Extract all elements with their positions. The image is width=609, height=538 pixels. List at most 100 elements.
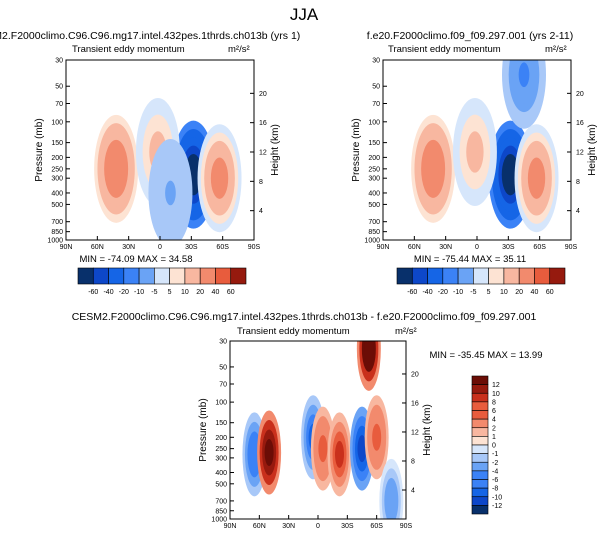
colorbar-swatch <box>471 461 489 472</box>
height-tick-label: 16 <box>411 400 419 407</box>
colorbar-label: 5 <box>168 289 172 296</box>
colorbar-swatch <box>169 267 186 285</box>
height-tick-label: 12 <box>411 429 419 436</box>
y-tick-label: 50 <box>372 84 380 91</box>
x-tick-label: 90N <box>60 244 73 251</box>
colorbar-test: -60 -40 -20 -10 -5 5 10 20 40 60 <box>77 267 247 296</box>
y-tick-label: 30 <box>55 58 63 65</box>
panel-difference: CESM2.F2000climo.C96.C96.mg17.intel.432p… <box>72 311 543 530</box>
contour-field <box>66 60 254 240</box>
y-tick-label: 250 <box>51 166 63 173</box>
y-tick-label: 30 <box>219 339 227 346</box>
y-tick-label: 400 <box>368 190 380 197</box>
colorbar-label: -1 <box>492 451 498 458</box>
colorbar-label: -6 <box>492 477 498 484</box>
colorbar-label: -4 <box>492 468 498 475</box>
colorbar-label: 1 <box>492 434 496 441</box>
colorbar-swatch <box>77 267 94 285</box>
contour-band <box>372 423 382 451</box>
colorbar-swatch <box>503 267 520 285</box>
y-tick-label: 700 <box>368 219 380 226</box>
colorbar-label: 40 <box>531 289 539 296</box>
x-tick-label: 30N <box>122 244 135 251</box>
y-axis-label: Pressure (mb) <box>351 118 362 181</box>
contour-field <box>230 341 406 519</box>
height-tick-label: 4 <box>576 208 580 215</box>
contour-band <box>531 165 542 191</box>
y-tick-label: 250 <box>215 446 227 453</box>
colorbar-swatch <box>457 267 474 285</box>
colorbar-swatch <box>534 267 551 285</box>
colorbar-label: 10 <box>500 289 508 296</box>
y-tick-label: 70 <box>55 101 63 108</box>
colorbar-label: 0 <box>492 443 496 450</box>
contour-band <box>364 341 374 363</box>
y-tick-label: 850 <box>368 229 380 236</box>
height-tick-label: 4 <box>259 208 263 215</box>
colorbar-label: -10 <box>453 289 463 296</box>
y-tick-label: 150 <box>215 420 227 427</box>
y-tick-label: 300 <box>51 176 63 183</box>
colorbar-label: 10 <box>492 391 500 398</box>
colorbar-swatch <box>396 267 413 285</box>
colorbar-swatch <box>442 267 459 285</box>
panel-subtitle: Transient eddy momentum <box>237 326 350 337</box>
y-tick-label: 150 <box>51 140 63 147</box>
colorbar-label: -20 <box>438 289 448 296</box>
colorbar-label: -5 <box>151 289 157 296</box>
x-tick-label: 60N <box>408 244 421 251</box>
y-tick-label: 70 <box>372 101 380 108</box>
colorbar-swatch <box>471 479 489 489</box>
x-tick-label: 90N <box>224 523 237 530</box>
colorbar-label: -10 <box>492 494 502 501</box>
colorbar-label: 60 <box>227 289 235 296</box>
contour-band <box>264 439 274 467</box>
colorbar-label: 20 <box>196 289 204 296</box>
colorbar-swatch <box>471 470 489 480</box>
contour-plot: 90N 60N 30N 0 30S 60S 90S 30 50 70 100 150 200 250 300… <box>34 58 281 252</box>
panel-subtitle: Transient eddy momentum <box>388 44 501 55</box>
panel-title: f.e20.F2000climo.f09_f09.297.001 (yrs 2-… <box>367 30 573 42</box>
x-tick-label: 60S <box>216 244 229 251</box>
height-tick-label: 20 <box>259 91 267 98</box>
colorbar-label: 40 <box>212 289 220 296</box>
y-tick-label: 850 <box>215 508 227 515</box>
contour-band <box>469 139 481 165</box>
min-max-label: MIN = -35.45 MAX = 13.99 <box>429 350 542 361</box>
x-tick-label: 30N <box>439 244 452 251</box>
y-tick-label: 850 <box>51 229 63 236</box>
colorbar-control: -60 -40 -20 -10 -5 5 10 20 40 60 <box>396 267 566 296</box>
colorbar-swatch <box>473 267 489 285</box>
x-tick-label: 60S <box>533 244 546 251</box>
contour-band <box>318 435 328 463</box>
panel-units: m²/s² <box>545 44 567 55</box>
colorbar-label: -10 <box>134 289 144 296</box>
colorbar-label: -2 <box>492 460 498 467</box>
x-tick-label: 90S <box>400 523 413 530</box>
y-tick-label: 500 <box>215 481 227 488</box>
contour-band <box>505 162 516 187</box>
colorbar-label: -12 <box>492 503 502 510</box>
y-tick-label: 150 <box>368 140 380 147</box>
colorbar-swatch <box>471 496 489 506</box>
y-tick-label: 70 <box>219 382 227 389</box>
colorbar-swatch <box>123 267 140 285</box>
y-tick-label: 400 <box>215 470 227 477</box>
x-tick-label: 60N <box>253 523 266 530</box>
panel-units: m²/s² <box>228 44 250 55</box>
y-tick-label: 500 <box>51 202 63 209</box>
colorbar-swatch <box>518 267 535 285</box>
y-axis-right-label: Height (km) <box>587 124 598 176</box>
colorbar-swatch <box>184 267 201 285</box>
height-tick-label: 12 <box>576 150 584 157</box>
x-tick-label: 30S <box>502 244 515 251</box>
colorbar-swatch <box>471 410 489 420</box>
colorbar-swatch <box>108 267 125 285</box>
colorbar-label: 6 <box>492 408 496 415</box>
contour-band <box>427 156 439 182</box>
colorbar-label: -60 <box>88 289 98 296</box>
colorbar-swatch <box>471 453 489 463</box>
colorbar-swatch <box>230 267 247 285</box>
colorbar-swatch <box>471 505 489 515</box>
colorbar-swatch <box>215 267 232 285</box>
